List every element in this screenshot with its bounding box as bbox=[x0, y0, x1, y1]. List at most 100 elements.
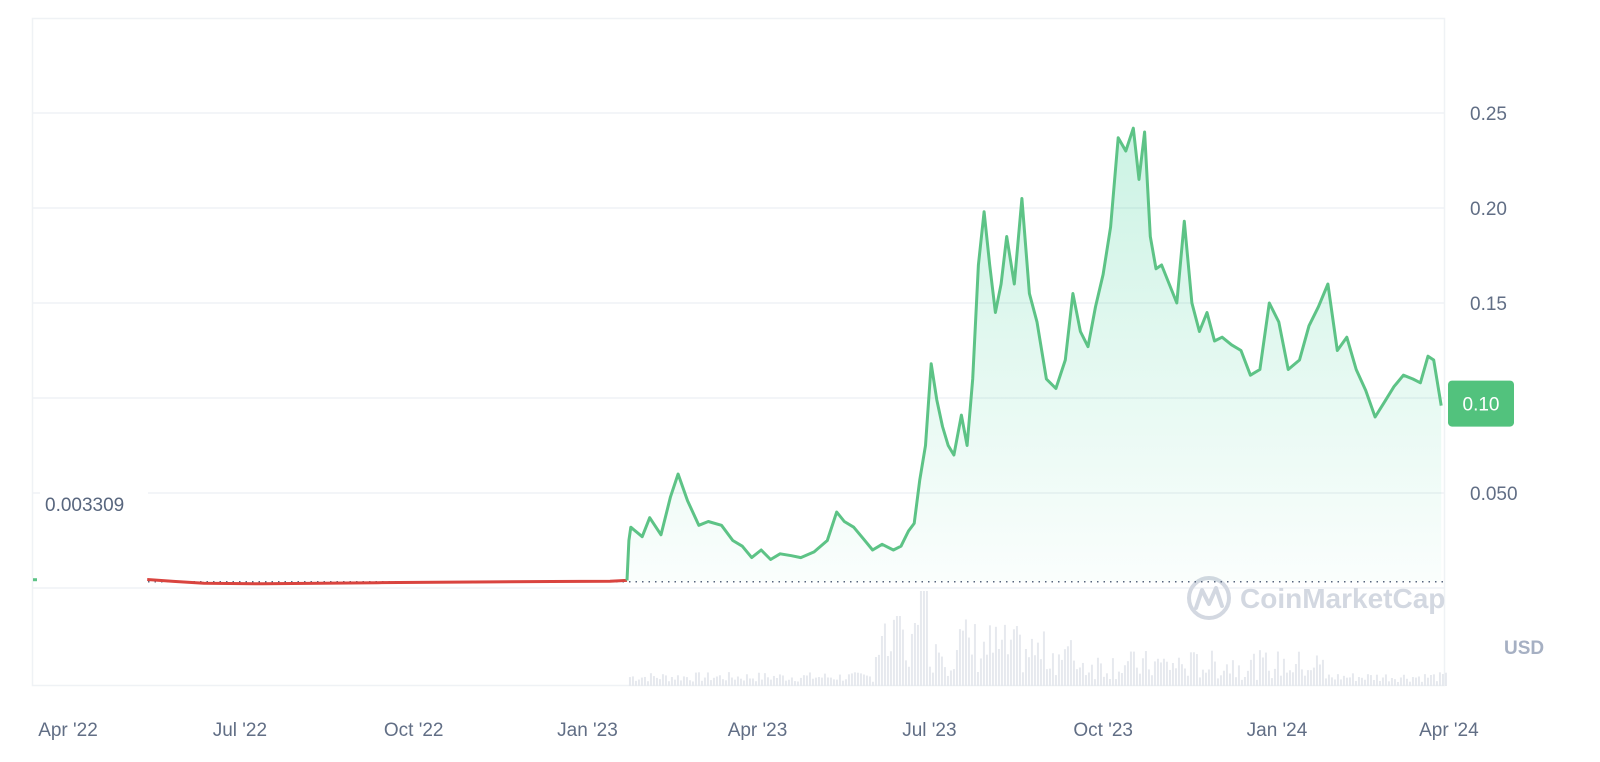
volume-bar bbox=[1150, 675, 1153, 686]
x-axis-ticks: Apr '22 Jul '22 Oct '22 Jan '23 Apr '23 Jul '… bbox=[38, 720, 1479, 741]
volume-bar bbox=[1327, 674, 1330, 686]
volume-bar bbox=[1231, 660, 1234, 686]
volume-bar bbox=[955, 650, 958, 686]
volume-bar bbox=[1294, 664, 1297, 686]
volume-bar bbox=[1255, 679, 1258, 686]
volume-bar bbox=[865, 675, 868, 686]
volume-bar bbox=[1228, 673, 1231, 686]
volume-bar bbox=[1036, 642, 1039, 686]
volume-bar bbox=[1423, 674, 1426, 686]
current-price-badge: 0.10 bbox=[1448, 380, 1514, 427]
volume-bar bbox=[742, 680, 745, 686]
volume-bar bbox=[1303, 675, 1306, 686]
volume-bar bbox=[1189, 652, 1192, 686]
volume-bar bbox=[952, 669, 955, 686]
volume-bar bbox=[1396, 681, 1399, 686]
x-tick-label: Jan '24 bbox=[1247, 720, 1308, 741]
y-tick-label: 0.20 bbox=[1470, 199, 1507, 220]
volume-bar bbox=[1216, 678, 1219, 686]
volume-bar bbox=[910, 633, 913, 686]
volume-bar bbox=[811, 678, 814, 686]
volume-bar bbox=[847, 674, 850, 686]
volume-bar bbox=[964, 619, 967, 686]
volume-bar bbox=[634, 680, 637, 686]
volume-bar bbox=[1219, 675, 1222, 686]
volume-bar bbox=[1330, 677, 1333, 686]
volume-bar bbox=[1087, 672, 1090, 686]
volume-bar bbox=[1378, 680, 1381, 686]
volume-bar bbox=[805, 675, 808, 686]
volume-bar bbox=[670, 677, 673, 686]
volume-bar bbox=[988, 625, 991, 686]
volume-bar bbox=[1006, 654, 1009, 686]
volume-bar bbox=[1156, 658, 1159, 686]
volume-bar bbox=[778, 674, 781, 686]
volume-bar bbox=[871, 681, 874, 686]
volume-bar bbox=[1438, 672, 1441, 686]
volume-bar bbox=[1243, 677, 1246, 686]
volume-bar bbox=[1003, 624, 1006, 686]
volume-bar bbox=[1135, 667, 1138, 686]
volume-bar bbox=[643, 676, 646, 686]
volume-bar bbox=[874, 657, 877, 686]
volume-bar bbox=[829, 677, 832, 686]
volume-bar bbox=[1225, 664, 1228, 686]
volume-bar bbox=[889, 651, 892, 686]
volume-bar bbox=[1312, 667, 1315, 686]
volume-bar bbox=[856, 672, 859, 686]
volume-bar bbox=[1084, 675, 1087, 686]
volume-bar bbox=[784, 680, 787, 686]
volume-bar bbox=[820, 677, 823, 686]
volume-bar bbox=[1402, 674, 1405, 686]
volume-bar bbox=[772, 675, 775, 686]
volume-bar bbox=[949, 670, 952, 686]
y-tick-label: 0.050 bbox=[1470, 484, 1518, 505]
volume-bar bbox=[1213, 661, 1216, 686]
volume-bar bbox=[979, 658, 982, 686]
volume-bar bbox=[1249, 659, 1252, 686]
volume-bar bbox=[1300, 669, 1303, 686]
volume-bar bbox=[1126, 661, 1129, 686]
volume-bar bbox=[1129, 651, 1132, 686]
volume-bar bbox=[913, 623, 916, 686]
current-price-label: 0.10 bbox=[1463, 395, 1500, 416]
volume-bar bbox=[1054, 675, 1057, 686]
volume-bar bbox=[694, 672, 697, 686]
volume-bar bbox=[754, 681, 757, 686]
volume-bar bbox=[1114, 679, 1117, 686]
volume-bar bbox=[1426, 677, 1429, 686]
volume-bar bbox=[1153, 661, 1156, 686]
volume-bar bbox=[997, 649, 1000, 686]
volume-bar bbox=[799, 677, 802, 686]
volume-bar bbox=[715, 676, 718, 686]
volume-bar bbox=[709, 680, 712, 686]
volume-bar bbox=[922, 591, 925, 686]
volume-bar bbox=[1174, 668, 1177, 686]
volume-bar bbox=[1285, 672, 1288, 686]
volume-bar bbox=[1204, 672, 1207, 686]
volume-bar bbox=[1429, 674, 1432, 686]
volume-bar bbox=[1048, 668, 1051, 686]
x-tick-label: Jul '22 bbox=[213, 720, 267, 741]
volume-bar bbox=[1291, 672, 1294, 686]
volume-bar bbox=[1345, 677, 1348, 686]
x-tick-label: Apr '23 bbox=[728, 720, 788, 741]
volume-bar bbox=[793, 681, 796, 686]
baseline-label-bg bbox=[40, 490, 148, 518]
volume-bar bbox=[1246, 670, 1249, 686]
volume-bar bbox=[664, 675, 667, 686]
volume-bar bbox=[1234, 677, 1237, 686]
volume-bar bbox=[796, 681, 799, 686]
volume-bar bbox=[763, 673, 766, 686]
x-tick-label: Oct '23 bbox=[1073, 720, 1133, 741]
volume-bar bbox=[1375, 674, 1378, 686]
volume-bar bbox=[991, 652, 994, 686]
volume-bar bbox=[880, 636, 883, 686]
volume-bar bbox=[1288, 670, 1291, 686]
volume-bar bbox=[940, 656, 943, 686]
price-area bbox=[627, 128, 1442, 582]
volume-bar bbox=[1018, 634, 1021, 686]
volume-bar bbox=[1444, 672, 1447, 686]
y-tick-label: 0.25 bbox=[1470, 104, 1507, 125]
